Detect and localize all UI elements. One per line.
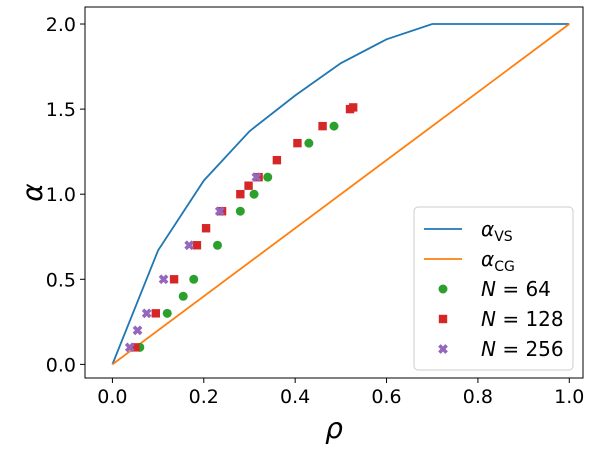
series-1-line — [111, 23, 570, 365]
legend-label: N = 64 — [481, 277, 551, 301]
legend-marker-swatch — [438, 314, 448, 324]
legend-box — [413, 206, 574, 371]
x-tick-label: 0.4 — [280, 386, 310, 408]
series-4-point — [192, 241, 202, 250]
series-4-point — [131, 343, 140, 352]
y-tick-label: 2.0 — [46, 14, 76, 36]
legend-label: αCG — [481, 247, 515, 275]
series-3-point — [304, 138, 314, 148]
series-3-point — [263, 172, 273, 182]
series-4-point — [236, 190, 245, 199]
legend-marker-swatch — [438, 284, 448, 294]
y-tick-label: 1.0 — [46, 184, 76, 206]
series-4-point — [293, 138, 302, 148]
legend-marker-swatch — [438, 344, 448, 354]
series-5-point — [132, 325, 143, 336]
axes-frame — [84, 6, 584, 379]
y-tick-label: 0.5 — [46, 269, 76, 291]
series-5-point — [141, 308, 152, 319]
y-axis-label: α — [16, 183, 49, 202]
series-5-point — [124, 342, 135, 353]
legend-label: αVS — [481, 217, 513, 245]
series-3-point — [212, 240, 222, 250]
series-2-line — [111, 23, 570, 366]
plot-area — [111, 23, 570, 366]
x-tick-label: 1.0 — [554, 386, 584, 408]
series-4-point — [169, 275, 179, 284]
series-4-point — [318, 121, 327, 131]
series-5-point — [184, 240, 195, 251]
series-4-point — [201, 224, 211, 233]
x-tick-label: 0.8 — [463, 386, 493, 408]
series-5-point — [158, 274, 169, 285]
x-tick-label: 0.2 — [189, 386, 219, 408]
y-tick-label: 0.0 — [46, 354, 76, 376]
axis-ticks: 0.0 0.2 0.4 0.6 0.8 1.0 0.0 0.5 1.0 1.5 2.0 — [46, 14, 585, 408]
series-4-point — [272, 155, 282, 165]
series-5-point — [214, 206, 225, 217]
series-3-point — [162, 308, 172, 318]
x-tick-label: 0.0 — [97, 386, 127, 408]
series-4-point — [244, 181, 253, 190]
series-3-point — [189, 274, 199, 284]
series-3-point — [329, 121, 339, 131]
series-4-point — [151, 309, 161, 318]
series-3-point — [178, 291, 188, 301]
series-3-point — [249, 189, 259, 199]
series-3-point — [235, 206, 245, 216]
series-5-point — [251, 172, 262, 183]
series-4-point — [348, 103, 358, 112]
legend-label: N = 128 — [481, 307, 564, 331]
x-axis-label: ρ — [325, 412, 343, 445]
y-tick-label: 1.5 — [46, 99, 76, 121]
legend-label: N = 256 — [481, 337, 564, 361]
x-tick-label: 0.6 — [371, 386, 401, 408]
